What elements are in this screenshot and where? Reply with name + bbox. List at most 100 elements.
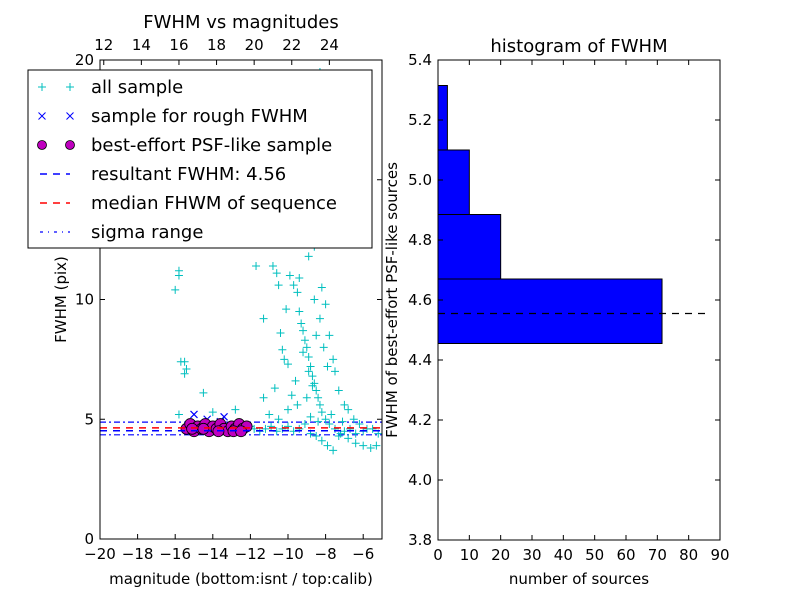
histogram-ticks: 0 10 20 30 40 50 60 70 80 90 3.8 4.0 4.2 4.4 4.6 4.8 5.0… [408, 51, 729, 564]
plus-marker [285, 271, 294, 280]
top-x-tick-label: 18 [207, 36, 226, 54]
plus-marker [282, 305, 291, 314]
plus-marker [299, 326, 308, 335]
plus-marker [302, 343, 311, 352]
all-sample-point [299, 326, 308, 335]
plus-marker [351, 439, 360, 448]
all-sample-point [261, 424, 270, 433]
all-sample-point [325, 420, 334, 429]
all-sample-point [344, 434, 353, 443]
all-sample-point [259, 393, 268, 402]
x-tick-label: 60 [616, 546, 635, 564]
all-sample-point [287, 391, 296, 400]
histogram-bar [437, 85, 448, 151]
plus-marker [297, 319, 306, 328]
all-sample-point [282, 305, 291, 314]
plus-marker [304, 367, 313, 376]
all-sample-point [308, 372, 317, 381]
plus-marker [259, 314, 268, 323]
legend-circle-icon [65, 140, 75, 150]
scatter-x-label: magnitude (bottom:isnt / top:calib) [109, 570, 373, 588]
plus-marker [366, 443, 375, 452]
all-sample-point [300, 336, 309, 345]
histogram-x-label: number of sources [509, 570, 649, 588]
plus-marker [325, 420, 334, 429]
all-sample-point [351, 439, 360, 448]
y-tick-label: 5 [84, 410, 94, 428]
histogram-marks [437, 85, 708, 344]
top-x-tick-label: 20 [245, 36, 264, 54]
legend-x-icon [66, 112, 74, 120]
plus-marker [312, 331, 321, 340]
plus-marker [265, 410, 274, 419]
plus-marker [284, 422, 292, 431]
plus-marker [329, 446, 338, 455]
all-sample-point [338, 417, 347, 426]
all-sample-point [284, 360, 292, 369]
x-tick-label: −8 [315, 545, 337, 563]
x-tick-label: −12 [235, 545, 267, 563]
all-sample-point [302, 393, 311, 402]
all-sample-point [315, 314, 324, 323]
psf-sample-point [197, 422, 210, 435]
plus-marker [331, 367, 339, 376]
plus-marker [359, 441, 368, 450]
plus-marker [317, 408, 326, 417]
plus-marker [319, 343, 328, 352]
all-sample-point [314, 393, 323, 402]
y-tick-label: 20 [75, 51, 94, 69]
plus-marker [355, 420, 364, 429]
all-sample-point [359, 441, 368, 450]
plus-marker [272, 269, 281, 278]
rough-sample-point [190, 410, 198, 419]
x-tick-label: −6 [352, 545, 374, 563]
plus-marker [314, 393, 323, 402]
x-tick-label: 0 [433, 546, 443, 564]
histogram-bar [437, 149, 470, 215]
y-tick-label: 4.2 [408, 411, 432, 429]
all-sample-point [312, 331, 321, 340]
all-sample-point [276, 329, 285, 338]
histogram-title: histogram of FWHM [490, 36, 667, 57]
plus-marker [284, 360, 292, 369]
plus-marker [259, 393, 268, 402]
all-sample-point [304, 352, 313, 361]
plus-marker [267, 422, 276, 431]
y-tick-label: 4.6 [408, 291, 432, 309]
all-sample-point [274, 281, 283, 290]
all-sample-point [182, 364, 191, 373]
all-sample-point [312, 432, 321, 441]
plus-marker [280, 355, 289, 364]
plus-marker [306, 362, 315, 371]
plus-marker [323, 362, 332, 371]
legend-plus-icon [38, 83, 46, 91]
legend-plus-icon [66, 83, 74, 91]
plus-marker [323, 441, 332, 450]
scatter-title: FWHM vs magnitudes [143, 12, 338, 33]
plus-marker [295, 307, 304, 316]
plus-marker [314, 417, 323, 426]
all-sample-point [274, 415, 283, 424]
legend-label: median FHWM of sequence [91, 193, 337, 214]
plus-marker [289, 281, 298, 290]
plus-marker [310, 295, 319, 304]
y-tick-label: 4.8 [408, 231, 432, 249]
plus-marker [208, 408, 217, 417]
all-sample-point [293, 400, 302, 409]
all-sample-point [334, 386, 343, 395]
all-sample-point [280, 355, 289, 364]
plus-marker [174, 410, 183, 419]
plus-marker [171, 285, 180, 294]
all-sample-point [331, 367, 339, 376]
all-sample-point [270, 384, 279, 393]
all-sample-point [297, 319, 306, 328]
plus-marker [274, 415, 283, 424]
plus-marker [317, 283, 326, 292]
plus-marker [334, 386, 343, 395]
plus-marker [182, 364, 191, 373]
plus-marker [306, 412, 315, 421]
all-sample-point [349, 415, 358, 424]
x-tick-label: −14 [197, 545, 229, 563]
x-tick-label: −10 [272, 545, 304, 563]
plus-marker [312, 432, 321, 441]
